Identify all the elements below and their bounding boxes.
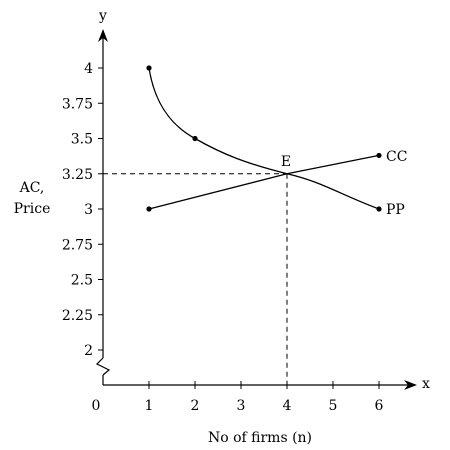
x-tick-label-2: 2 <box>191 398 200 414</box>
pp-point-2 <box>192 135 198 142</box>
y-tick-label-3: 3 <box>84 202 93 218</box>
x-tick-label-4: 4 <box>283 398 292 414</box>
x-axis-label: No of firms (n) <box>208 430 312 446</box>
y-tick-label-3.5: 3.5 <box>71 132 93 148</box>
y-axis-name: y <box>98 8 107 24</box>
cc-point-6 <box>376 152 382 159</box>
x-tick-label-6: 6 <box>375 398 384 414</box>
y-tick-label-2.5: 2.5 <box>71 273 93 289</box>
pp-point-1 <box>146 65 152 71</box>
axes: 1 2 3 4 5 6 2 2.25 2.5 2.75 3 3.25 3.5 3.75 4 <box>62 29 417 414</box>
x-tick-label-1: 1 <box>145 398 154 414</box>
cc-point-1 <box>146 206 152 212</box>
y-axis-break <box>95 357 111 376</box>
y-axis-arrow <box>98 29 108 42</box>
origin-label: 0 <box>92 398 101 414</box>
cc-line <box>148 154 380 210</box>
series-label-pp: PP <box>386 202 405 218</box>
pp-point-6 <box>376 206 382 212</box>
y-tick-label-4: 4 <box>84 61 93 77</box>
y-tick-label-2.25: 2.25 <box>62 308 93 324</box>
y-tick-label-3.25: 3.25 <box>62 167 93 183</box>
x-tick-label-5: 5 <box>329 398 338 414</box>
pp-curve <box>148 67 380 210</box>
equilibrium-label: E <box>281 154 291 170</box>
y-tick-label-2.75: 2.75 <box>62 237 93 253</box>
x-tick-label-3: 3 <box>237 398 246 414</box>
series-layer <box>146 65 382 212</box>
y-axis-label-line2: Price <box>14 201 51 217</box>
y-tick-label-3.75: 3.75 <box>62 96 93 112</box>
equilibrium-guides <box>103 173 288 385</box>
x-axis-name: x <box>422 376 430 392</box>
x-axis-arrow <box>404 380 417 390</box>
labels-layer: y x 0 AC, Price No of firms (n) E CC PP <box>14 8 430 446</box>
y-axis-label-line1: AC, <box>19 180 45 196</box>
y-tick-label-2: 2 <box>84 343 93 359</box>
series-label-cc: CC <box>386 149 407 165</box>
